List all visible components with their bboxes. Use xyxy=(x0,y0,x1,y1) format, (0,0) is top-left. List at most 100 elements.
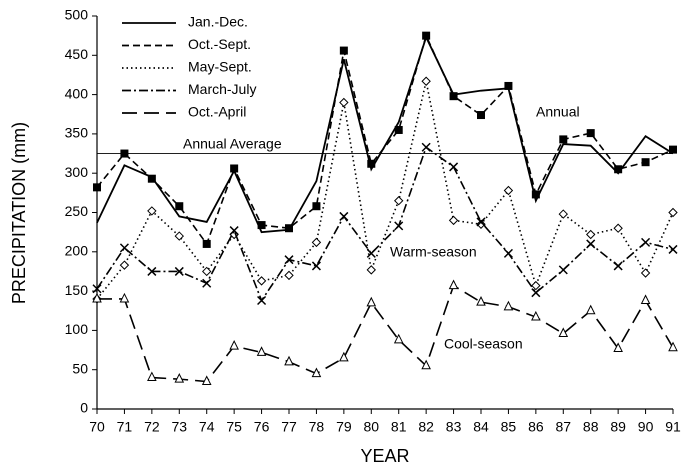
data-point xyxy=(311,367,322,378)
data-point xyxy=(284,255,294,265)
x-tick-label: 81 xyxy=(391,419,407,435)
x-tick-label: 74 xyxy=(199,419,215,435)
data-point xyxy=(201,375,212,385)
series-line xyxy=(96,34,674,234)
data-point xyxy=(503,300,514,311)
data-point xyxy=(257,296,267,306)
x-tick-label: 78 xyxy=(309,419,325,435)
data-point xyxy=(585,304,596,315)
reference-label: Annual Average xyxy=(183,135,282,151)
series-line xyxy=(96,145,674,303)
x-tick-label: 77 xyxy=(281,419,297,435)
y-tick-label: 300 xyxy=(65,164,89,180)
data-point xyxy=(503,185,514,196)
data-point xyxy=(641,237,651,247)
data-point xyxy=(559,135,568,144)
y-tick-label: 400 xyxy=(65,85,89,101)
data-point xyxy=(421,76,431,86)
data-point xyxy=(668,341,678,352)
series-line xyxy=(97,284,674,383)
data-point xyxy=(613,223,623,233)
legend-label: Jan.-Dec. xyxy=(188,14,248,30)
data-point xyxy=(120,149,129,158)
annotation: Annual xyxy=(536,104,580,120)
y-tick-label: 50 xyxy=(72,360,88,376)
data-point xyxy=(531,288,541,298)
data-point xyxy=(503,248,513,258)
data-point xyxy=(613,342,623,352)
x-tick-label: 70 xyxy=(89,419,105,435)
data-point xyxy=(339,211,349,221)
data-point xyxy=(531,190,540,199)
data-point xyxy=(366,265,376,275)
y-tick-label: 250 xyxy=(65,203,89,219)
data-point xyxy=(174,231,184,241)
annotation: Cool-season xyxy=(444,336,523,352)
data-point xyxy=(230,164,239,173)
data-point xyxy=(558,209,568,219)
x-tick-label: 85 xyxy=(501,419,517,435)
legend-label: May-Sept. xyxy=(188,59,252,75)
series-line xyxy=(96,33,674,246)
data-point xyxy=(394,196,404,206)
data-point xyxy=(448,279,459,290)
data-point xyxy=(640,294,651,305)
data-point xyxy=(257,221,266,230)
legend-label: Oct.-Sept. xyxy=(188,36,251,52)
x-axis-label: YEAR xyxy=(360,446,409,466)
y-tick-label: 0 xyxy=(80,400,88,416)
x-tick-label: 90 xyxy=(638,419,654,435)
x-tick-label: 79 xyxy=(336,419,352,435)
x-tick-label: 88 xyxy=(583,419,599,435)
y-tick-label: 100 xyxy=(65,321,89,337)
x-tick-label: 72 xyxy=(144,419,160,435)
data-point xyxy=(421,359,431,370)
data-point xyxy=(668,207,678,218)
annotation: Warm-season xyxy=(390,244,477,260)
legend-label: March-July xyxy=(188,81,256,97)
data-point xyxy=(669,145,677,154)
data-point xyxy=(284,270,294,281)
x-tick-label: 75 xyxy=(226,419,242,435)
data-point xyxy=(174,373,185,383)
data-point xyxy=(92,284,102,294)
data-point xyxy=(558,265,568,275)
data-point xyxy=(202,278,212,288)
data-point xyxy=(586,239,596,249)
y-tick-label: 200 xyxy=(65,243,89,259)
data-point xyxy=(119,260,130,270)
y-tick-label: 350 xyxy=(65,125,89,141)
x-tick-label: 80 xyxy=(363,419,379,435)
data-point xyxy=(477,111,485,120)
y-tick-label: 500 xyxy=(65,7,89,23)
data-point xyxy=(449,162,459,172)
data-point xyxy=(92,292,102,303)
data-point xyxy=(202,266,212,277)
data-point xyxy=(366,248,376,258)
data-point xyxy=(175,202,184,211)
data-point xyxy=(448,215,459,226)
x-tick-label: 82 xyxy=(418,419,434,435)
x-tick-label: 76 xyxy=(254,419,270,435)
data-point xyxy=(147,174,156,183)
data-point xyxy=(668,244,678,254)
data-point xyxy=(641,158,650,167)
data-point xyxy=(531,280,541,291)
data-point xyxy=(613,261,623,271)
data-point xyxy=(339,97,349,108)
x-tick-label: 87 xyxy=(555,419,571,435)
data-point xyxy=(476,219,486,229)
data-point xyxy=(449,92,458,101)
data-point xyxy=(202,239,211,248)
data-point xyxy=(394,221,404,231)
x-tick-label: 73 xyxy=(171,419,187,435)
x-tick-label: 84 xyxy=(473,419,489,435)
data-point xyxy=(311,261,321,271)
legend-label: Oct.-April xyxy=(188,104,246,120)
data-point xyxy=(476,217,486,227)
x-tick-label: 71 xyxy=(117,419,133,435)
data-point xyxy=(147,206,157,216)
series-line xyxy=(96,81,674,300)
data-point xyxy=(284,355,294,366)
data-point xyxy=(367,159,376,168)
